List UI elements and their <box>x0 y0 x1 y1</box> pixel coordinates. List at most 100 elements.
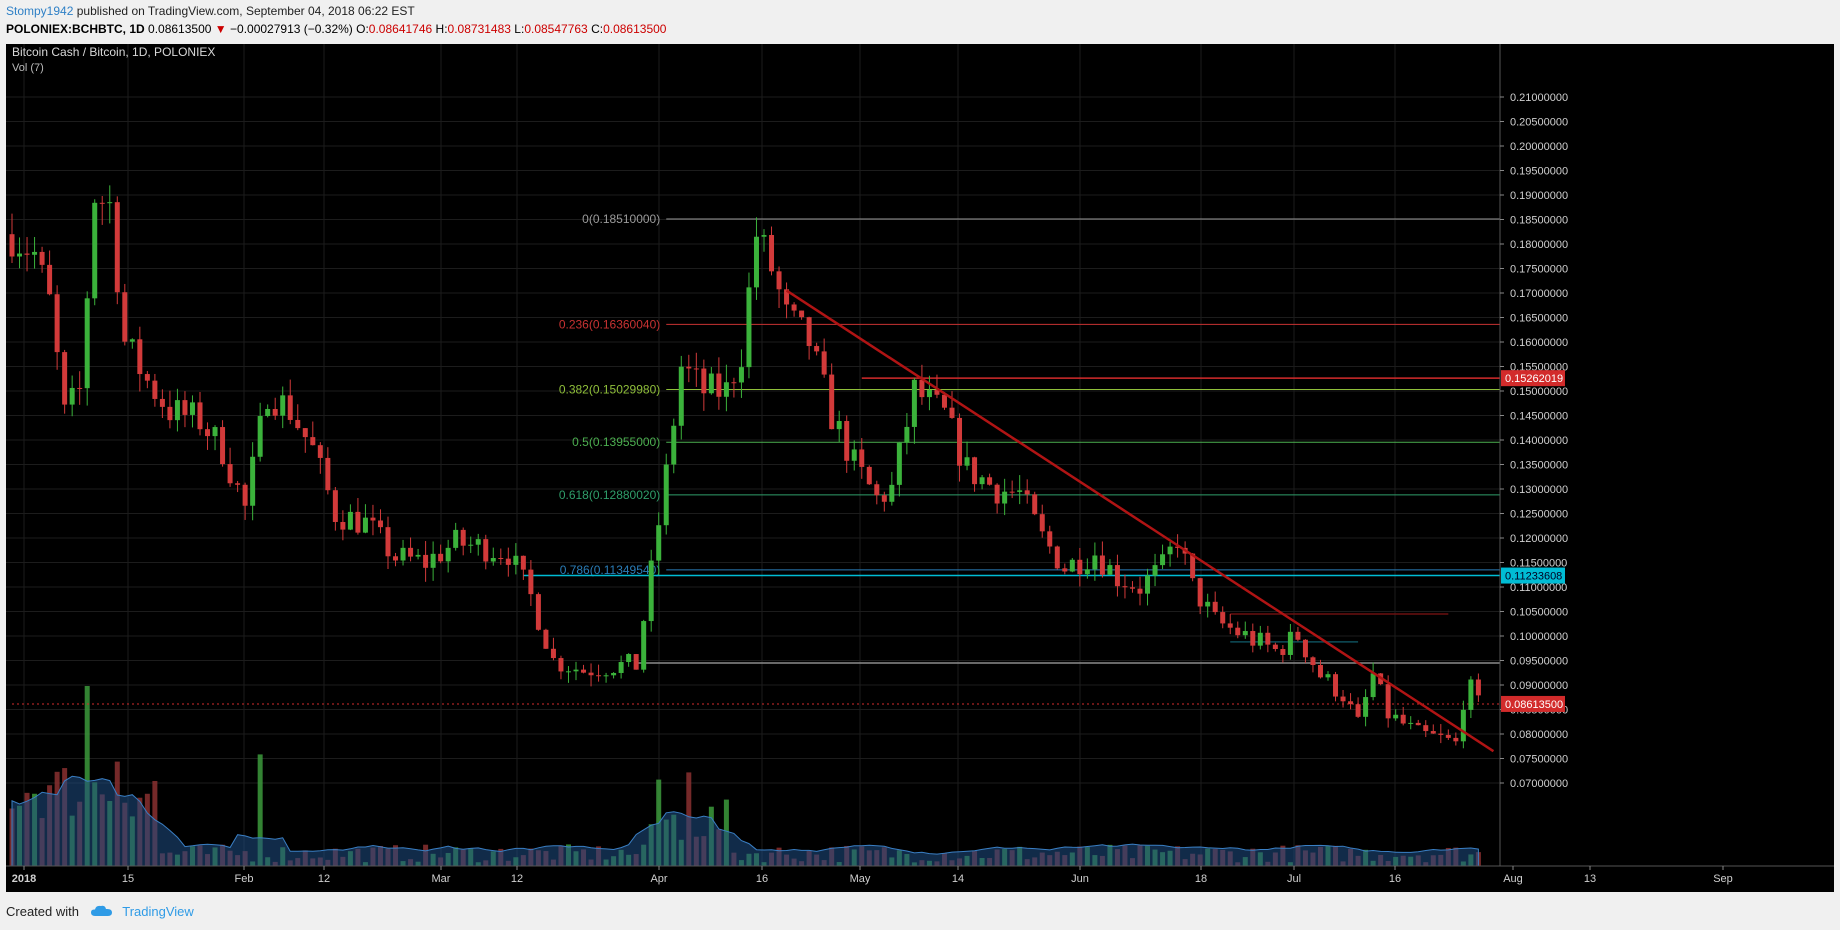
candle-body <box>791 304 797 311</box>
candle-body <box>904 426 910 443</box>
candle-body <box>1107 565 1113 575</box>
author-link[interactable]: Stompy1942 <box>6 4 74 18</box>
candle-body <box>453 529 459 548</box>
candle-body <box>1212 601 1218 613</box>
candle-body <box>648 560 654 622</box>
candle-body <box>490 558 496 562</box>
candle-body <box>1242 631 1248 636</box>
price-change: −0.00027913 (−0.32%) <box>230 22 353 36</box>
candle-body <box>716 373 722 397</box>
candle-body <box>107 202 113 204</box>
candle-body <box>212 427 218 437</box>
candle-body <box>205 429 211 437</box>
candle-body <box>92 202 98 299</box>
time-tick-label: Jun <box>1071 873 1089 885</box>
price-badge-label: 0.15262019 <box>1505 373 1563 385</box>
price-tick-label: 0.17000000 <box>1510 288 1568 300</box>
candle-body <box>393 556 399 561</box>
candle-body <box>54 294 60 353</box>
candle-body <box>806 317 812 347</box>
candle-body <box>1145 575 1151 594</box>
symbol-label: POLONIEX:BCHBTC, 1D <box>6 22 145 36</box>
candle-body <box>1340 696 1346 702</box>
candle-body <box>1475 679 1481 696</box>
price-badge-label: 0.08613500 <box>1505 699 1563 711</box>
fibonacci-retracement[interactable]: 0(0.18510000) 0.236(0.16360040) 0.382(0.15… <box>559 212 1500 577</box>
candle-body <box>1325 674 1331 678</box>
candle-body <box>528 569 534 595</box>
candle-body <box>69 387 75 405</box>
candle-body <box>430 553 436 568</box>
footer: Created with TradingView <box>6 904 194 920</box>
candle-body <box>174 400 180 421</box>
created-with-text: Created with <box>6 904 79 919</box>
time-axis[interactable]: 2018 15 Feb 12 Mar 12 Apr 16 May 14 Jun 18 Jul 16 Aug 1… <box>6 865 1834 885</box>
trendline[interactable] <box>785 289 1495 753</box>
chart-title: Bitcoin Cash / Bitcoin, 1D, POLONIEX <box>12 45 215 59</box>
candle-body <box>1220 612 1226 624</box>
candle-body <box>889 484 895 502</box>
candle-body <box>761 235 767 237</box>
candle-body <box>182 400 188 415</box>
candle-body <box>693 368 699 370</box>
volume-bar <box>84 686 90 866</box>
candle-body <box>1453 737 1459 742</box>
candle-body <box>189 402 195 415</box>
candle-body <box>1393 714 1399 719</box>
price-chart[interactable]: 0(0.18510000) 0.236(0.16360040) 0.382(0.15… <box>6 44 1834 892</box>
candle-body <box>1190 553 1196 579</box>
low-value: 0.08547763 <box>524 22 588 36</box>
close-value: 0.08613500 <box>603 22 667 36</box>
high-label: H: <box>435 22 448 36</box>
price-tick-label: 0.12000000 <box>1510 533 1568 545</box>
price-tick-label: 0.15000000 <box>1510 386 1568 398</box>
open-value: 0.08641746 <box>368 22 433 36</box>
candle-body <box>1423 725 1429 732</box>
price-tick-label: 0.11500000 <box>1510 558 1567 570</box>
fib-level-label: 0.5(0.13955000) <box>572 435 660 449</box>
candle-body <box>964 457 970 466</box>
candle-body <box>167 406 173 421</box>
candle-body <box>144 374 150 381</box>
volume-legend: Vol (7) <box>12 62 44 74</box>
fib-level-label: 0(0.18510000) <box>582 212 660 226</box>
candle-body <box>287 395 293 420</box>
price-tick-label: 0.14000000 <box>1510 435 1568 447</box>
candle-body <box>686 366 692 369</box>
candle-body <box>438 553 444 562</box>
candle-body <box>1250 631 1256 646</box>
price-tick-label: 0.19500000 <box>1510 166 1568 178</box>
price-badge-label: 0.11233608 <box>1505 571 1562 583</box>
publish-info: Stompy1942 published on TradingView.com,… <box>6 4 415 18</box>
candle-body <box>415 554 421 557</box>
candle-body <box>1122 586 1128 588</box>
candle-body <box>1137 588 1143 594</box>
price-tick-label: 0.18000000 <box>1510 239 1568 251</box>
price-tick-label: 0.16500000 <box>1510 313 1568 325</box>
price-tick-label: 0.17500000 <box>1510 264 1568 276</box>
candle-body <box>340 521 346 530</box>
candle-body <box>753 236 759 288</box>
time-tick-label: Sep <box>1713 873 1733 885</box>
candle-body <box>1069 559 1075 572</box>
chart-frame[interactable]: 0(0.18510000) 0.236(0.16360040) 0.382(0.15… <box>6 44 1834 892</box>
candle-body <box>355 511 361 533</box>
candle-body <box>325 457 331 491</box>
last-price: 0.08613500 <box>148 22 212 36</box>
candle-body <box>896 442 902 485</box>
candle-body <box>220 427 226 465</box>
candle-body <box>159 398 165 407</box>
candle-body <box>1114 565 1120 587</box>
candle-body <box>99 202 105 204</box>
price-badge <box>1501 370 1565 387</box>
time-tick-label: 14 <box>952 873 964 885</box>
candle-body <box>137 339 143 375</box>
price-axis[interactable]: 0.070000000.075000000.080000000.08500000… <box>1499 44 1834 892</box>
horizontal-lines[interactable] <box>12 377 1500 705</box>
candle-body <box>370 517 376 521</box>
candle-body <box>39 251 45 265</box>
candle-body <box>926 390 932 398</box>
tradingview-link[interactable]: TradingView <box>122 904 194 919</box>
volume-bars <box>9 686 1481 866</box>
candle-body <box>1009 491 1015 493</box>
